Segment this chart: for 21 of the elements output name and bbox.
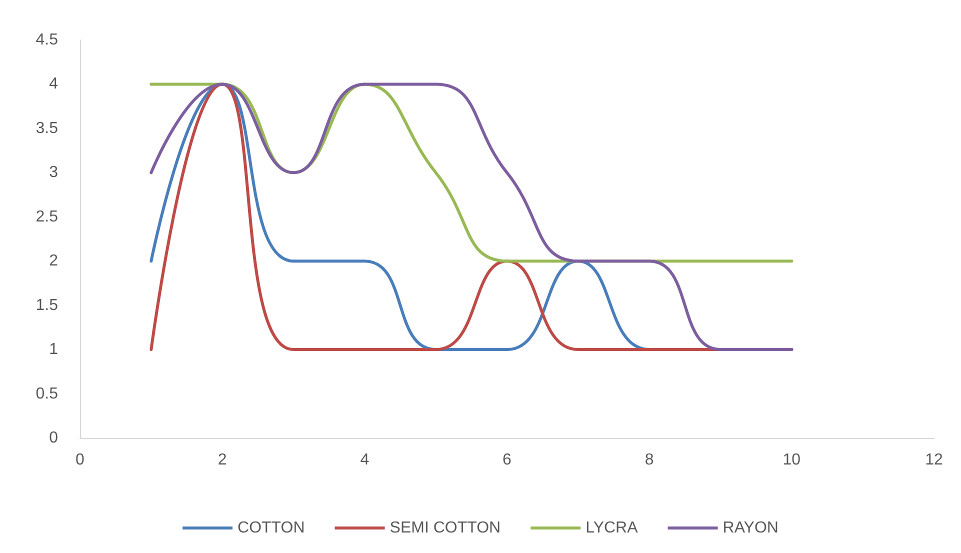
x-tick-label: 6 [502, 452, 512, 468]
y-tick-label: 4 [49, 76, 58, 93]
y-tick-label: 3.5 [36, 120, 58, 137]
legend-label: SEMI COTTON [390, 520, 501, 536]
legend-label: LYCRA [586, 520, 638, 536]
y-tick-label: 1.5 [36, 296, 58, 314]
x-tick-label: 12 [925, 452, 943, 468]
x-tick-label: 4 [360, 452, 370, 468]
x-tick-label: 2 [218, 452, 227, 468]
y-tick-label: 3 [49, 164, 58, 182]
y-tick-label: 0 [49, 430, 58, 446]
y-tick-label: 1 [49, 341, 58, 358]
y-tick-label: 2.5 [36, 208, 58, 226]
x-tick-label: 0 [76, 452, 85, 468]
legend-label: RAYON [722, 520, 778, 536]
y-tick-label: 2 [49, 252, 58, 270]
y-tick-label: 0.5 [36, 385, 58, 402]
x-tick-label: 8 [644, 452, 654, 468]
legend-label: COTTON [238, 520, 305, 536]
y-tick-label: 4.5 [36, 32, 58, 48]
x-tick-label: 10 [782, 452, 801, 468]
